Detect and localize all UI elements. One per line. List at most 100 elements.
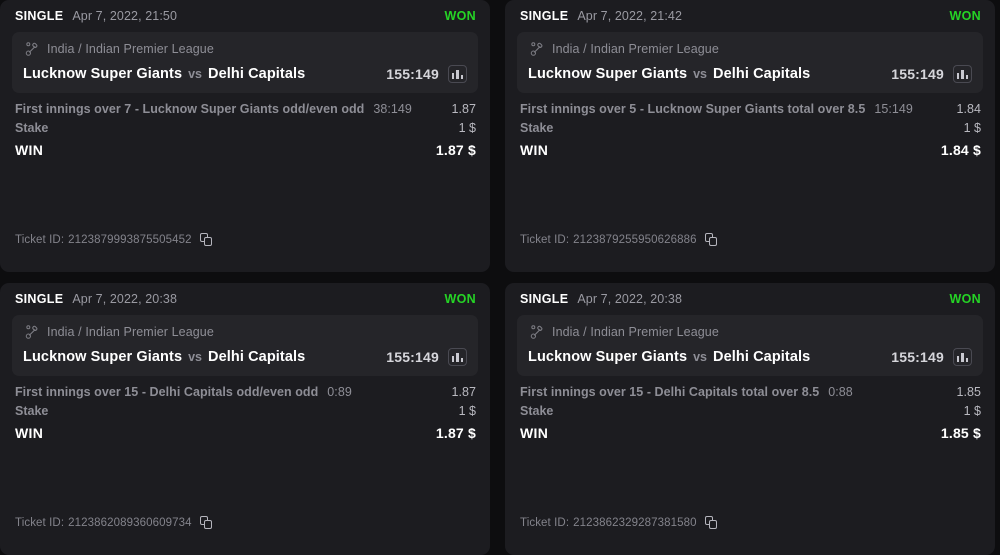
stake-label: Stake <box>520 121 554 135</box>
teams-row: Lucknow Super Giants vs Delhi Capitals 1… <box>528 64 972 84</box>
match-panel[interactable]: India / Indian Premier League Lucknow Su… <box>12 32 478 93</box>
league-name: India / Indian Premier League <box>552 324 719 339</box>
bet-card[interactable]: SINGLE Apr 7, 2022, 20:38 WON India / In… <box>0 283 490 555</box>
selection-score: 15:149 <box>874 102 913 116</box>
league-name: India / Indian Premier League <box>47 41 214 56</box>
win-label: WIN <box>15 142 44 158</box>
vs-separator: vs <box>693 67 708 81</box>
copy-icon[interactable] <box>704 233 718 246</box>
bar-chart-icon[interactable] <box>953 65 972 83</box>
teams-row: Lucknow Super Giants vs Delhi Capitals 1… <box>528 347 972 367</box>
bet-card-header: SINGLE Apr 7, 2022, 21:42 WON <box>505 0 995 31</box>
win-row: WIN 1.87 $ <box>15 142 476 158</box>
selection-score: 38:149 <box>373 102 412 116</box>
win-row: WIN 1.84 $ <box>520 142 981 158</box>
cricket-bat-ball-icon <box>25 42 38 56</box>
selection-odd: 1.87 <box>451 385 476 399</box>
selection-name: First innings over 15 - Delhi Capitals o… <box>15 385 319 399</box>
stake-label: Stake <box>15 404 49 418</box>
selection-row: First innings over 15 - Delhi Capitals o… <box>15 385 476 399</box>
bet-date: Apr 7, 2022, 20:38 <box>577 291 683 306</box>
bet-detail-rows: First innings over 15 - Delhi Capitals o… <box>0 385 490 441</box>
league-row: India / Indian Premier League <box>23 323 467 340</box>
bet-detail-rows: First innings over 7 - Lucknow Super Gia… <box>0 102 490 158</box>
bet-card-header: SINGLE Apr 7, 2022, 20:38 WON <box>505 283 995 314</box>
vs-separator: vs <box>188 67 203 81</box>
stake-value: 1 $ <box>963 121 981 135</box>
score-wrap: 155:149 <box>891 348 972 366</box>
match-panel[interactable]: India / Indian Premier League Lucknow Su… <box>517 32 983 93</box>
vs-separator: vs <box>693 350 708 364</box>
match-score: 155:149 <box>386 66 439 82</box>
match-score: 155:149 <box>891 349 944 365</box>
vs-separator: vs <box>188 350 203 364</box>
win-label: WIN <box>15 425 44 441</box>
ticket-id-prefix: Ticket ID: <box>520 516 570 529</box>
bet-card[interactable]: SINGLE Apr 7, 2022, 20:38 WON India / In… <box>505 283 995 555</box>
stake-row: Stake 1 $ <box>520 404 981 418</box>
home-team-name: Lucknow Super Giants <box>23 66 183 82</box>
score-wrap: 155:149 <box>386 348 467 366</box>
ticket-id-prefix: Ticket ID: <box>15 233 65 246</box>
stake-row: Stake 1 $ <box>15 404 476 418</box>
stake-row: Stake 1 $ <box>520 121 981 135</box>
cricket-bat-ball-icon <box>530 325 543 339</box>
league-row: India / Indian Premier League <box>528 40 972 57</box>
teams-row: Lucknow Super Giants vs Delhi Capitals 1… <box>23 347 467 367</box>
win-row: WIN 1.87 $ <box>15 425 476 441</box>
bet-card-header: SINGLE Apr 7, 2022, 21:50 WON <box>0 0 490 31</box>
cricket-bat-ball-icon <box>25 325 38 339</box>
bet-type-label: SINGLE <box>15 8 64 23</box>
match-score: 155:149 <box>891 66 944 82</box>
win-value: 1.84 $ <box>940 142 981 158</box>
status-badge: WON <box>444 8 476 23</box>
bet-date: Apr 7, 2022, 21:42 <box>577 8 683 23</box>
away-team-name: Delhi Capitals <box>208 349 306 365</box>
match-panel[interactable]: India / Indian Premier League Lucknow Su… <box>517 315 983 376</box>
bet-detail-rows: First innings over 15 - Delhi Capitals t… <box>505 385 995 441</box>
bet-type-label: SINGLE <box>520 8 569 23</box>
score-wrap: 155:149 <box>891 65 972 83</box>
win-value: 1.87 $ <box>435 142 476 158</box>
bar-chart-icon[interactable] <box>448 65 467 83</box>
stake-row: Stake 1 $ <box>15 121 476 135</box>
league-name: India / Indian Premier League <box>47 324 214 339</box>
stake-value: 1 $ <box>458 121 476 135</box>
win-row: WIN 1.85 $ <box>520 425 981 441</box>
home-team-name: Lucknow Super Giants <box>23 349 183 365</box>
ticket-row: Ticket ID: 2123862329287381580 <box>520 516 718 529</box>
copy-icon[interactable] <box>199 516 213 529</box>
bet-card[interactable]: SINGLE Apr 7, 2022, 21:50 WON India / In… <box>0 0 490 272</box>
home-team-name: Lucknow Super Giants <box>528 66 688 82</box>
bet-card[interactable]: SINGLE Apr 7, 2022, 21:42 WON India / In… <box>505 0 995 272</box>
ticket-id-value: 2123862089360609734 <box>68 516 192 529</box>
status-badge: WON <box>949 8 981 23</box>
match-score: 155:149 <box>386 349 439 365</box>
ticket-id-prefix: Ticket ID: <box>15 516 65 529</box>
bet-date: Apr 7, 2022, 21:50 <box>72 8 178 23</box>
selection-score: 0:89 <box>327 385 352 399</box>
cricket-bat-ball-icon <box>530 42 543 56</box>
bet-detail-rows: First innings over 5 - Lucknow Super Gia… <box>505 102 995 158</box>
bet-type-label: SINGLE <box>520 291 569 306</box>
bet-card-header: SINGLE Apr 7, 2022, 20:38 WON <box>0 283 490 314</box>
ticket-row: Ticket ID: 2123879255950626886 <box>520 233 718 246</box>
home-team-name: Lucknow Super Giants <box>528 349 688 365</box>
league-name: India / Indian Premier League <box>552 41 719 56</box>
status-badge: WON <box>949 291 981 306</box>
bet-type-label: SINGLE <box>15 291 64 306</box>
stake-label: Stake <box>520 404 554 418</box>
selection-odd: 1.85 <box>956 385 981 399</box>
ticket-id-value: 2123879993875505452 <box>68 233 192 246</box>
stake-value: 1 $ <box>458 404 476 418</box>
selection-row: First innings over 5 - Lucknow Super Gia… <box>520 102 981 116</box>
copy-icon[interactable] <box>704 516 718 529</box>
copy-icon[interactable] <box>199 233 213 246</box>
selection-odd: 1.87 <box>451 102 476 116</box>
match-panel[interactable]: India / Indian Premier League Lucknow Su… <box>12 315 478 376</box>
selection-name: First innings over 5 - Lucknow Super Gia… <box>520 102 866 116</box>
bar-chart-icon[interactable] <box>448 348 467 366</box>
stake-label: Stake <box>15 121 49 135</box>
bar-chart-icon[interactable] <box>953 348 972 366</box>
